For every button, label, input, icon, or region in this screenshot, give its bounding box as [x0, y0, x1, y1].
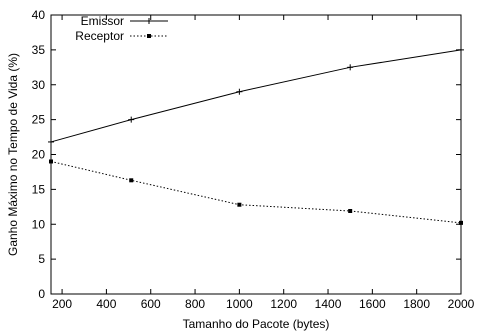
legend-label: Receptor: [75, 29, 124, 43]
legend-marker: [147, 34, 151, 38]
y-tick-label: 35: [32, 43, 46, 57]
x-tick-label: 1200: [270, 297, 297, 311]
data-point: [48, 138, 54, 145]
series-receptor: [49, 159, 463, 225]
y-tick-label: 40: [32, 8, 46, 22]
series-line-receptor: [50, 160, 462, 224]
y-tick-label: 20: [32, 148, 46, 162]
y-tick-label: 10: [32, 217, 46, 231]
y-tick-label: 15: [32, 182, 46, 196]
x-tick-label: 200: [52, 297, 72, 311]
data-point: [347, 64, 354, 71]
plot-border: [50, 14, 462, 295]
y-tick-label: 25: [32, 113, 46, 127]
legend-label: Emissor: [81, 14, 124, 28]
y-tick-label: 0: [38, 287, 45, 301]
data-point: [458, 46, 464, 53]
y-tick-label: 30: [32, 78, 46, 92]
y-axis-title: Ganho Máximo no Tempo de Vida (%): [6, 53, 20, 256]
x-tick-label: 1600: [359, 297, 386, 311]
series-line-emissor: [50, 49, 462, 143]
series-layer: [48, 46, 464, 225]
data-point: [348, 208, 353, 213]
plot-frame: [50, 14, 462, 295]
series-emissor: [48, 46, 464, 145]
data-point: [128, 116, 135, 123]
x-tick-label: 600: [141, 297, 161, 311]
x-tick-label: 1400: [315, 297, 342, 311]
x-axis-title: Tamanho do Pacote (bytes): [183, 317, 330, 331]
data-point: [49, 159, 53, 164]
x-tick-label: 800: [185, 297, 205, 311]
x-tick-label: 400: [96, 297, 116, 311]
data-point: [236, 88, 243, 95]
data-point: [237, 202, 242, 207]
y-axis: 0 5 10 15 20 25 30 35 40: [32, 8, 461, 301]
x-tick-label: 1000: [226, 297, 253, 311]
y-tick-label: 5: [38, 252, 45, 266]
legend-marker: [146, 18, 152, 24]
x-axis: 200 400 600 800 1000 1200 1400 1600 1800 2000: [52, 15, 475, 311]
data-point: [459, 220, 463, 225]
x-tick-label: 1800: [403, 297, 430, 311]
data-point: [129, 178, 134, 183]
x-tick-label: 2000: [448, 297, 475, 311]
